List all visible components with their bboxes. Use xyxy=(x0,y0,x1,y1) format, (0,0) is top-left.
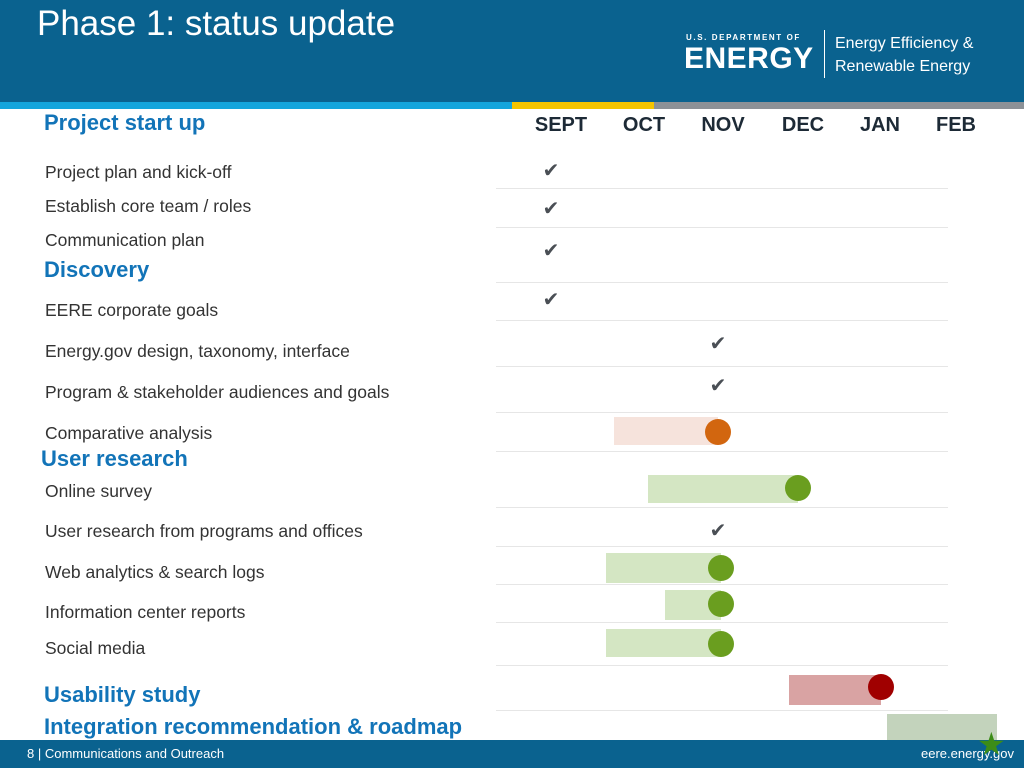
section-user-research: User research xyxy=(41,446,188,471)
task-web-analytics: Web analytics & search logs xyxy=(45,562,265,582)
doe-logo-caption: U.S. DEPARTMENT OF xyxy=(686,33,801,42)
status-dot-icon xyxy=(785,475,811,501)
task-audiences: Program & stakeholder audiences and goal… xyxy=(45,382,390,402)
row-divider xyxy=(496,546,948,547)
task-comparative-analysis: Comparative analysis xyxy=(45,423,213,443)
timeline-bar-usability xyxy=(789,675,881,705)
footer-section-name: | Communications and Outreach xyxy=(37,746,225,761)
month-oct: OCT xyxy=(622,114,666,136)
status-dot-icon xyxy=(708,591,734,617)
status-dot-icon xyxy=(868,674,894,700)
timeline-bar-web-analytics xyxy=(606,553,721,583)
office-name: Energy Efficiency & Renewable Energy xyxy=(835,32,1015,78)
month-jan: JAN xyxy=(859,114,900,136)
checkmark-icon: ✔ xyxy=(709,520,727,542)
task-social-media: Social media xyxy=(45,638,146,658)
month-nov: NOV xyxy=(701,114,745,136)
task-info-center: Information center reports xyxy=(45,602,246,622)
section-usability-study: Usability study xyxy=(44,682,201,707)
star-icon: ★ xyxy=(977,726,1006,762)
task-energy-gov: Energy.gov design, taxonomy, interface xyxy=(45,341,350,361)
month-feb: FEB xyxy=(936,114,976,136)
row-divider xyxy=(496,188,948,189)
accent-strip-gray xyxy=(654,102,1024,109)
row-divider xyxy=(496,282,948,283)
footer-url: eere.energy.gov xyxy=(921,746,1014,761)
task-programs-offices: User research from programs and offices xyxy=(45,521,363,541)
checkmark-icon: ✔ xyxy=(709,333,727,355)
slide-title: Phase 1: status update xyxy=(37,4,396,43)
row-divider xyxy=(496,665,948,666)
office-name-line1: Energy Efficiency & xyxy=(835,35,974,52)
checkmark-icon: ✔ xyxy=(709,375,727,397)
section-integration-roadmap: Integration recommendation & roadmap xyxy=(44,714,463,739)
task-core-team: Establish core team / roles xyxy=(45,196,252,216)
checkmark-icon: ✔ xyxy=(542,160,560,182)
row-divider xyxy=(496,622,948,623)
section-project-start-up: Project start up xyxy=(44,110,206,135)
row-divider xyxy=(496,451,948,452)
row-divider xyxy=(496,320,948,321)
row-divider xyxy=(496,412,948,413)
row-divider xyxy=(496,710,948,711)
slide-footer: 8 | Communications and Outreach eere.ene… xyxy=(0,740,1024,768)
checkmark-icon: ✔ xyxy=(542,289,560,311)
task-online-survey: Online survey xyxy=(45,481,152,501)
task-eere-goals: EERE corporate goals xyxy=(45,300,219,320)
task-communication-plan: Communication plan xyxy=(45,230,205,250)
timeline-bar-comparative xyxy=(614,417,718,445)
slide-header: Phase 1: status update U.S. DEPARTMENT O… xyxy=(0,0,1024,102)
checkmark-icon: ✔ xyxy=(542,240,560,262)
row-divider xyxy=(496,507,948,508)
row-divider xyxy=(496,366,948,367)
timeline-bar-online-survey xyxy=(648,475,798,503)
month-dec: DEC xyxy=(781,114,825,136)
footer-left: 8 | Communications and Outreach xyxy=(27,746,224,761)
status-dot-icon xyxy=(705,419,731,445)
row-divider xyxy=(496,227,948,228)
page-number: 8 xyxy=(27,746,35,761)
task-project-plan: Project plan and kick-off xyxy=(45,162,232,182)
office-name-line2: Renewable Energy xyxy=(835,58,971,75)
checkmark-icon: ✔ xyxy=(542,198,560,220)
accent-strip-yellow xyxy=(512,102,654,109)
accent-strip-blue xyxy=(0,102,512,109)
status-dot-icon xyxy=(708,631,734,657)
timeline-bar-social-media xyxy=(606,629,721,657)
month-sept: SEPT xyxy=(534,114,588,136)
logo-divider xyxy=(824,30,825,78)
row-divider xyxy=(496,584,948,585)
doe-logo: ENERGY xyxy=(684,42,814,75)
status-dot-icon xyxy=(708,555,734,581)
section-discovery: Discovery xyxy=(44,257,150,282)
